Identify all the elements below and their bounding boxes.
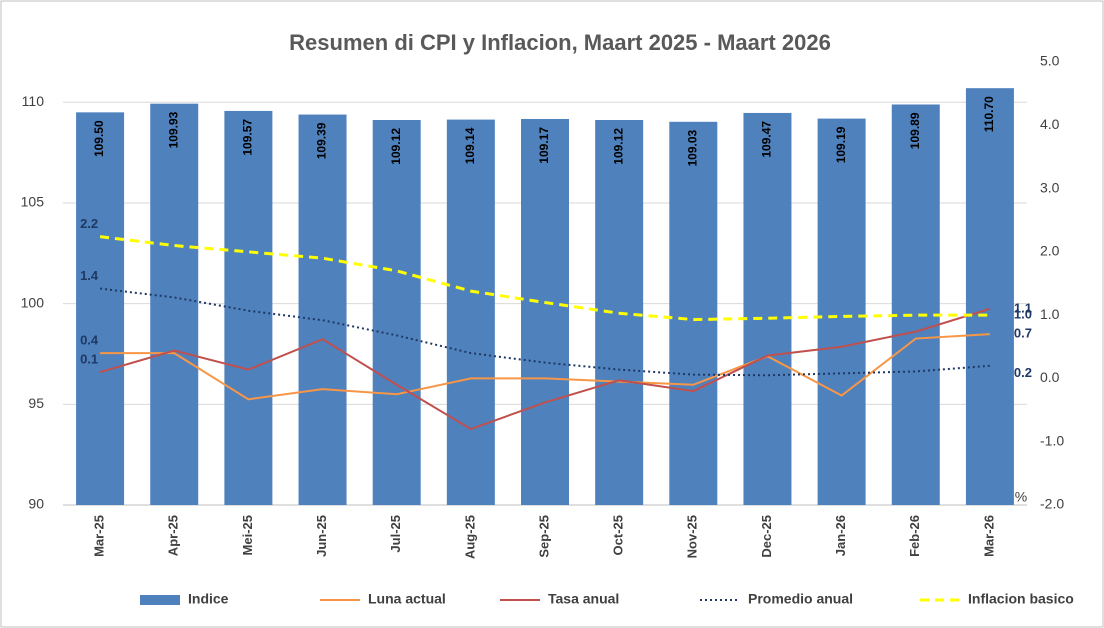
x-tick-label: Aug-25 [462, 515, 477, 559]
bar [224, 110, 273, 505]
bar-value-label: 109.12 [611, 128, 625, 165]
x-tick-label: Feb-26 [907, 515, 922, 557]
y2-tick-label: 5.0 [1040, 53, 1060, 69]
y-tick-label: 110 [22, 93, 45, 109]
bar [965, 88, 1014, 505]
bar [298, 114, 347, 505]
bar [150, 103, 199, 505]
line-series [99, 235, 990, 322]
bar [76, 112, 125, 505]
x-tick-label: Apr-25 [166, 515, 181, 556]
bar [891, 104, 940, 505]
legend-label: Inflacion basico [968, 591, 1074, 607]
line-series [99, 287, 990, 377]
y2-tick-label: 4.0 [1040, 116, 1060, 132]
x-tick-label: Jul-25 [388, 515, 403, 553]
x-tick-label: Mar-25 [92, 515, 107, 557]
legend-label: Luna actual [368, 591, 446, 607]
data-label: 1.0 [1014, 307, 1032, 322]
x-tick-label: Mei-25 [240, 515, 255, 555]
bar [446, 119, 495, 505]
bar [372, 119, 421, 505]
x-tick-label: Dec-25 [759, 515, 774, 558]
y2-tick-label: 2.0 [1040, 243, 1060, 259]
legend-label: Indice [188, 591, 229, 607]
y2-unit: % [1015, 489, 1027, 505]
data-label: 0.1 [80, 352, 98, 367]
bar-value-label: 109.50 [92, 120, 106, 157]
bar-value-label: 109.47 [760, 121, 774, 158]
line-series [99, 307, 991, 431]
data-label: 1.1 [1014, 300, 1032, 315]
bar-value-label: 109.57 [241, 119, 255, 156]
bar [817, 118, 866, 505]
legend-key [140, 595, 180, 605]
bar [743, 112, 792, 505]
bar-value-label: 109.39 [315, 122, 329, 159]
bar-value-label: 109.12 [389, 128, 403, 165]
bar-value-label: 110.70 [982, 96, 996, 132]
x-tick-label: Oct-25 [611, 515, 626, 555]
y-tick-label: 100 [21, 294, 45, 310]
y-tick-label: 95 [28, 395, 44, 411]
x-tick-label: Jun-25 [314, 515, 329, 557]
data-label: 0.7 [1014, 326, 1032, 341]
legend-label: Promedio anual [748, 591, 853, 607]
x-tick-label: Mar-26 [981, 515, 996, 557]
legend-label: Tasa anual [548, 591, 619, 607]
bar-value-label: 109.17 [537, 127, 551, 164]
data-label: 2.2 [80, 216, 98, 231]
x-tick-label: Sep-25 [536, 515, 551, 558]
y2-tick-label: -1.0 [1040, 432, 1064, 448]
bar-value-label: 109.93 [166, 111, 180, 148]
bar [521, 118, 569, 506]
y-tick-label: 90 [28, 496, 44, 512]
bar [669, 121, 718, 506]
bar-value-label: 109.14 [463, 127, 477, 164]
bar-value-label: 109.03 [685, 129, 699, 166]
bar-value-label: 109.19 [834, 126, 848, 163]
data-label: 0.2 [1014, 365, 1032, 380]
y-tick-label: 105 [21, 194, 45, 210]
y2-tick-label: 3.0 [1040, 179, 1060, 195]
bar-value-label: 109.89 [908, 112, 922, 149]
y2-tick-label: -2.0 [1040, 496, 1064, 512]
x-tick-label: Nov-25 [685, 515, 700, 558]
chart-title: Resumen di CPI y Inflacion, Maart 2025 -… [289, 30, 831, 55]
x-tick-label: Jan-26 [833, 515, 848, 556]
y2-tick-label: 1.0 [1040, 306, 1060, 322]
data-label: 1.4 [80, 268, 99, 283]
line-series [100, 333, 990, 401]
y2-tick-label: 0.0 [1040, 369, 1060, 385]
data-label: 0.4 [80, 333, 99, 348]
